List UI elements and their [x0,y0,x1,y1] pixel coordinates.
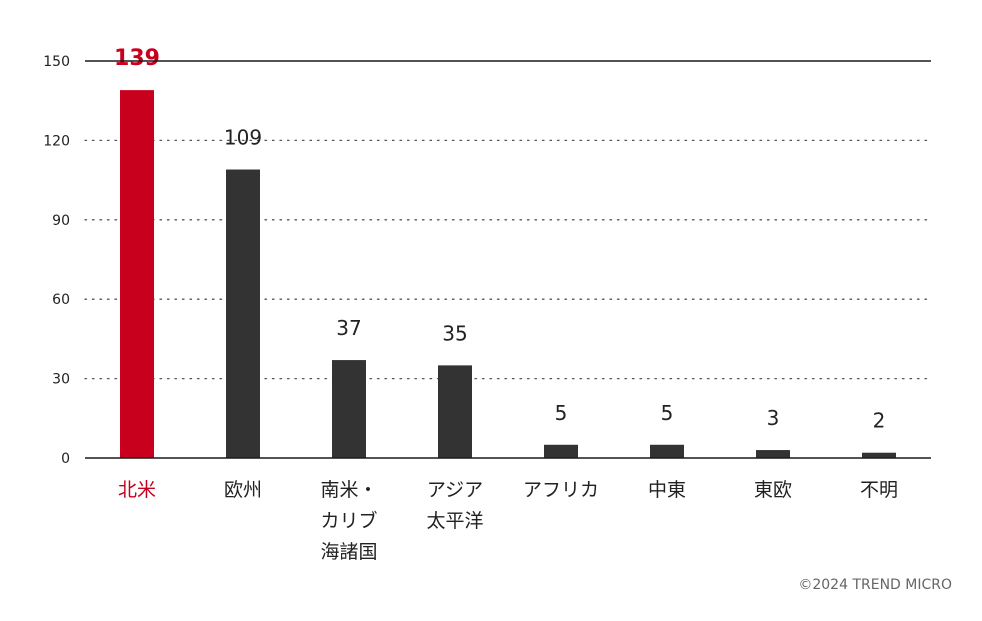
y-tick-labels: 0 30 60 90 120 150 [43,54,70,467]
value-label-1: 109 [224,126,262,150]
category-label-1: 欧州 [224,479,262,501]
value-label-2: 37 [336,316,361,340]
bar-6 [756,450,790,458]
copyright-credit: ©2024 TREND MICRO [798,577,952,593]
bar-4 [544,444,578,458]
y-tick-label-0: 0 [61,451,70,467]
value-label-0: 139 [114,46,160,71]
category-label-7: 不明 [860,479,898,501]
y-tick-label-60: 60 [52,292,70,308]
value-label-3: 35 [442,321,467,345]
bar-7 [862,452,896,458]
value-labels: 139 109 37 35 5 5 3 2 [114,46,885,433]
bar-3 [438,365,472,458]
y-tick-label-150: 150 [43,54,70,70]
category-label-2: 南米・カリブ海諸国 [320,479,377,563]
y-tick-label-90: 90 [52,213,70,229]
gridlines [84,139,932,380]
value-label-4: 5 [555,401,568,425]
value-label-7: 2 [873,409,886,433]
category-label-0: 北米 [118,479,156,501]
y-tick-label-30: 30 [52,372,70,388]
axes [85,60,931,459]
category-label-4: アフリカ [523,479,599,501]
bar-0 [120,90,154,458]
bar-5 [650,444,684,458]
bar-1 [226,169,260,458]
category-label-5: 中東 [648,479,686,501]
y-tick-label-120: 120 [43,133,70,149]
value-label-5: 5 [661,401,674,425]
value-label-6: 3 [767,406,780,430]
category-label-3: アジア太平洋 [426,479,483,532]
category-label-6: 東欧 [754,479,792,501]
bar-2 [332,360,366,458]
bars [120,90,896,458]
